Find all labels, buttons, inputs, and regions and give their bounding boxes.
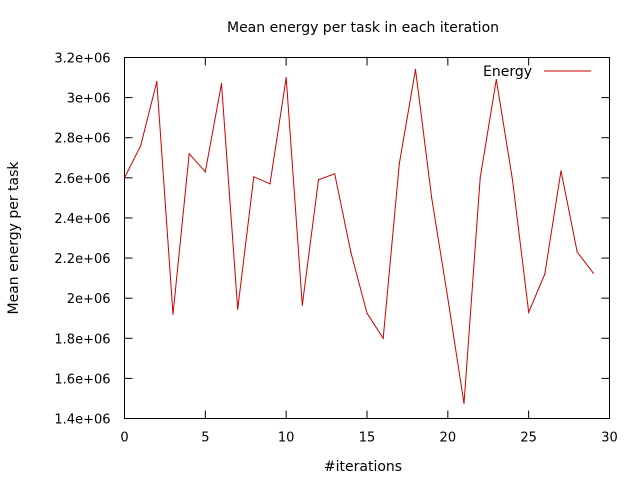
data-point — [204, 171, 206, 173]
chart-title: Mean energy per task in each iteration — [227, 20, 499, 36]
y-tick-label: 2.6e+06 — [54, 172, 110, 187]
axis-ticks: 0 5 10 15 20 25 30 1.4e+06 1.6e+06 1.8e+06 2e+06 2.… — [54, 52, 617, 446]
data-point — [350, 251, 352, 253]
data-point — [431, 197, 433, 199]
data-point — [495, 78, 497, 81]
x-tick-label: 10 — [278, 431, 295, 446]
data-point — [317, 179, 320, 181]
series-layer — [123, 68, 594, 405]
y-tick-label: 1.4e+06 — [54, 413, 110, 428]
data-point — [334, 173, 336, 175]
y-axis-label: Mean energy per task — [6, 161, 22, 315]
data-point — [414, 68, 417, 71]
x-tick-label: 15 — [359, 431, 376, 446]
data-point — [398, 163, 400, 165]
data-point — [269, 183, 271, 185]
y-tick-label: 1.6e+06 — [54, 372, 110, 387]
y-tick-label: 2e+06 — [67, 292, 111, 307]
data-point — [528, 311, 530, 313]
data-point — [220, 82, 223, 85]
x-tick-label: 25 — [520, 431, 537, 446]
plot-frame — [124, 57, 610, 419]
y-tick-label: 3.2e+06 — [54, 52, 110, 67]
legend-label-energy: Energy — [483, 64, 532, 80]
data-point — [463, 402, 465, 405]
y-tick-label: 2.4e+06 — [54, 212, 110, 227]
data-point — [382, 337, 384, 339]
y-tick-label: 3e+06 — [67, 92, 111, 107]
data-point — [511, 179, 514, 181]
data-point — [237, 308, 239, 310]
x-tick-label: 5 — [201, 431, 209, 446]
data-point — [576, 251, 578, 253]
y-tick-label: 1.8e+06 — [54, 332, 110, 347]
data-point — [253, 176, 255, 178]
y-tick-label: 2.2e+06 — [54, 252, 110, 267]
x-tick-label: 30 — [601, 431, 618, 446]
data-point — [544, 273, 546, 275]
data-point — [560, 170, 562, 172]
data-point — [188, 153, 190, 155]
x-tick-label: 0 — [120, 431, 128, 446]
series-line-energy — [124, 69, 594, 404]
data-point — [172, 313, 174, 315]
legend: Energy — [483, 64, 591, 80]
data-point — [301, 304, 303, 306]
data-point — [140, 145, 142, 147]
data-point — [123, 177, 126, 179]
data-point — [285, 76, 287, 79]
data-point — [366, 312, 368, 314]
data-point — [479, 177, 481, 179]
x-tick-label: 20 — [440, 431, 457, 446]
data-point — [447, 297, 449, 299]
x-axis-label: #iterations — [324, 459, 402, 475]
data-point — [592, 272, 594, 274]
y-tick-label: 2.8e+06 — [54, 132, 110, 147]
data-point — [156, 80, 158, 83]
